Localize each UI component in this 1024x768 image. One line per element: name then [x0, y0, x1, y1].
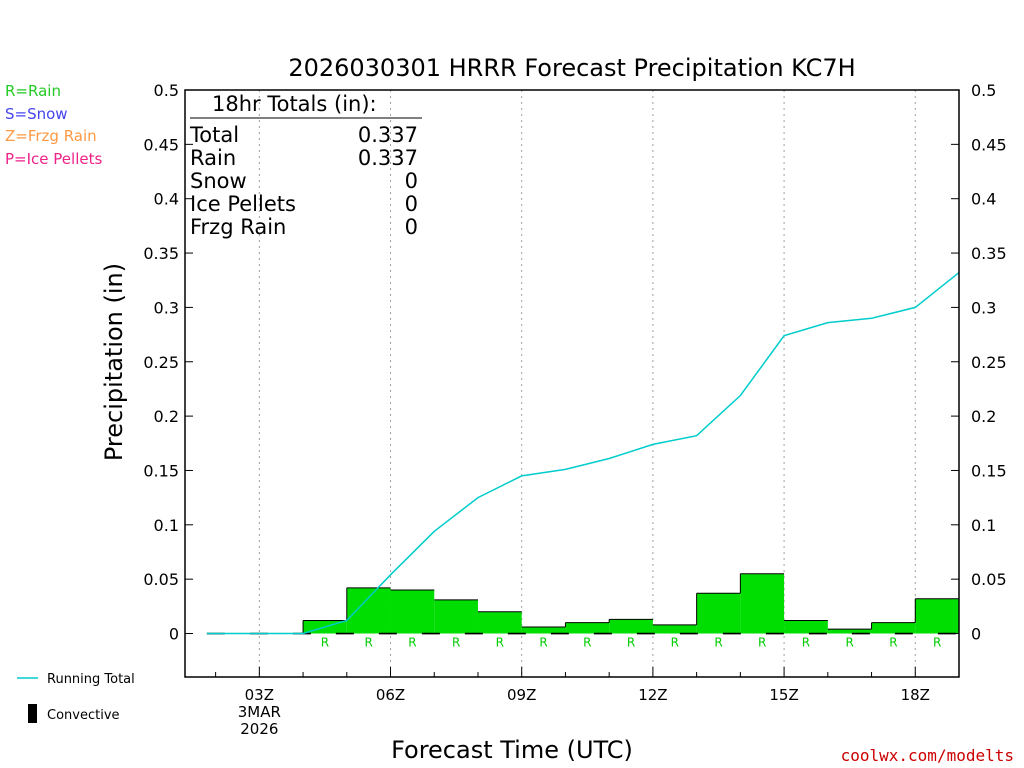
y-tick-label-right: 0.45 — [971, 135, 1007, 154]
totals-row-label: Snow — [190, 169, 247, 193]
precip-bar — [696, 593, 741, 634]
y-tick-label-right: 0.05 — [971, 570, 1007, 589]
y-tick-label-left: 0 — [169, 625, 179, 644]
totals-header: 18hr Totals (in): — [212, 92, 377, 116]
y-tick-label-left: 0.15 — [143, 461, 179, 480]
y-tick-label-right: 0.15 — [971, 461, 1007, 480]
totals-row-value: 0 — [405, 215, 418, 239]
legend-running-total-label: Running Total — [47, 672, 135, 687]
totals-row-label: Frzg Rain — [190, 215, 286, 239]
precip-bar — [521, 626, 566, 634]
ptype-label: R — [496, 636, 504, 650]
y-tick-label-right: 0.5 — [971, 81, 996, 100]
precip-bar — [652, 624, 697, 634]
totals-row-value: 0 — [405, 192, 418, 216]
x-axis-label: Forecast Time (UTC) — [391, 736, 633, 764]
y-tick-label-left: 0.4 — [154, 190, 179, 209]
y-tick-label-left: 0.25 — [143, 353, 179, 372]
ptype-label: R — [714, 636, 722, 650]
y-axis-right: 0 0.05 0.1 0.15 0.2 0.25 0.3 0.35 0.4 0.45 0.5 — [951, 81, 1007, 644]
ptype-label: R — [758, 636, 766, 650]
totals-row-label: Rain — [190, 146, 236, 170]
x-gridlines — [258, 90, 916, 677]
totals-row-value: 0 — [405, 169, 418, 193]
ptype-key: R=Rain S=Snow Z=Frzg Rain P=Ice Pellets — [5, 82, 102, 168]
y-tick-label-right: 0.1 — [971, 516, 996, 535]
totals-row-label: Ice Pellets — [190, 192, 296, 216]
precip-bar — [346, 587, 391, 634]
credit-text: coolwx.com/modelts — [841, 746, 1014, 765]
precip-bars — [302, 573, 959, 634]
ptype-label: R — [583, 636, 591, 650]
ptype-label: R — [671, 636, 679, 650]
ptype-label: R — [627, 636, 635, 650]
totals-row-value: 0.337 — [358, 123, 418, 147]
x-tick-label: 06Z — [376, 686, 405, 704]
x-tick-label: 09Z — [507, 686, 536, 704]
running-total-series — [206, 272, 960, 635]
totals-row-label: Total — [189, 123, 239, 147]
y-tick-label-left: 0.3 — [154, 298, 179, 317]
ptype-key-rain: R=Rain — [5, 82, 61, 100]
plot-frame — [184, 89, 960, 678]
y-tick-label-right: 0.35 — [971, 244, 1007, 263]
y-tick-label-left: 0.45 — [143, 135, 179, 154]
y-tick-label-right: 0.25 — [971, 353, 1007, 372]
precip-bar — [784, 620, 828, 634]
y-tick-label-left: 0.2 — [154, 407, 179, 426]
ptype-label: R — [452, 636, 460, 650]
ptype-key-ice-pellets: P=Ice Pellets — [5, 150, 102, 168]
y-tick-label-left: 0.1 — [154, 516, 179, 535]
x-tick-label: 03Z — [245, 686, 274, 704]
x-tick-label: 15Z — [769, 686, 798, 704]
precip-bar — [434, 599, 478, 634]
y-tick-label-right: 0.3 — [971, 298, 996, 317]
ptype-label: R — [539, 636, 547, 650]
precip-bar — [609, 619, 653, 634]
ptype-label: R — [321, 636, 329, 650]
legend-convective-swatch — [28, 704, 37, 723]
y-axis-left: 0 0.05 0.1 0.15 0.2 0.25 0.3 0.35 0.4 0.45 0.5 — [143, 81, 193, 644]
chart-title: 2026030301 HRRR Forecast Precipitation K… — [288, 54, 855, 82]
ptype-label: R — [846, 636, 854, 650]
precip-bar — [915, 598, 959, 634]
series-legend: Running Total Convective — [17, 672, 135, 723]
y-axis-label: Precipitation (in) — [100, 263, 128, 461]
totals-box: 18hr Totals (in): Total 0.337 Rain 0.337 Sno… — [189, 92, 422, 239]
y-tick-label-left: 0.5 — [154, 81, 179, 100]
x-tick-label: 18Z — [901, 686, 930, 704]
precip-bar — [390, 590, 435, 634]
ptype-label: R — [408, 636, 416, 650]
precip-bar — [477, 611, 522, 634]
ptype-label: R — [802, 636, 810, 650]
precip-bar — [565, 622, 610, 634]
y-tick-label-right: 0 — [971, 625, 981, 644]
totals-rows: Total 0.337 Rain 0.337 Snow 0 Ice Pellets 0 Frzg… — [189, 123, 418, 239]
totals-row-value: 0.337 — [358, 146, 418, 170]
precip-bar — [740, 573, 785, 634]
x-tick-label: 2026 — [240, 720, 278, 738]
ptype-label: R — [364, 636, 372, 650]
y-tick-label-left: 0.35 — [143, 244, 179, 263]
x-tick-label: 3MAR — [238, 703, 281, 721]
running-total-line — [206, 272, 960, 635]
ptype-label: R — [933, 636, 941, 650]
legend-convective-label: Convective — [47, 708, 120, 723]
x-tick-label: 12Z — [638, 686, 667, 704]
precip-bar — [827, 629, 872, 634]
y-tick-label-left: 0.05 — [143, 570, 179, 589]
y-tick-label-right: 0.2 — [971, 407, 996, 426]
y-tick-label-right: 0.4 — [971, 190, 996, 209]
precip-bar — [871, 622, 916, 634]
ptype-key-frzg-rain: Z=Frzg Rain — [5, 127, 97, 145]
ptype-label: R — [889, 636, 897, 650]
ptype-key-snow: S=Snow — [5, 105, 68, 123]
